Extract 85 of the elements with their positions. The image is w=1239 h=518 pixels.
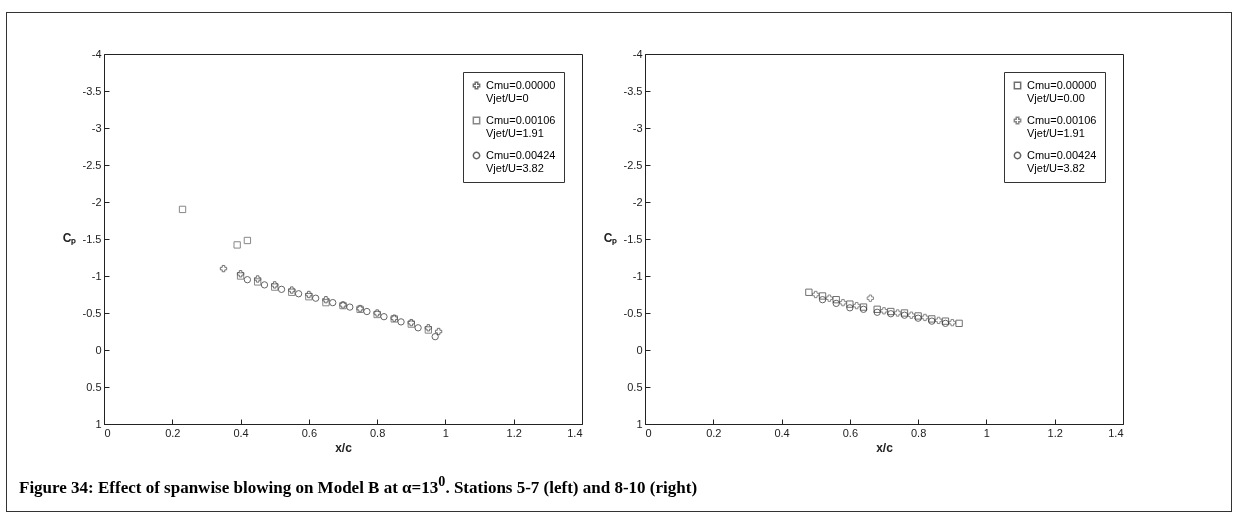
point xyxy=(853,301,861,310)
point xyxy=(955,319,963,328)
point xyxy=(329,298,337,307)
point xyxy=(363,307,371,316)
y-tick-label: -2.5 xyxy=(82,158,102,171)
point xyxy=(178,205,187,214)
y-tick-label: -4 xyxy=(632,47,643,60)
x-tick-label: 1.2 xyxy=(506,426,522,439)
x-tick-label: 0.4 xyxy=(774,426,790,439)
point xyxy=(825,294,834,302)
y-tick-label: -0.5 xyxy=(623,306,643,319)
x-tick-label: 1 xyxy=(442,426,449,439)
x-tick-label: 0 xyxy=(104,426,111,439)
x-tick-label: 1.2 xyxy=(1047,426,1063,439)
point xyxy=(805,288,813,296)
y-tick-label: -1.5 xyxy=(82,232,102,245)
x-tick-label: 0 xyxy=(645,426,652,439)
point xyxy=(846,300,854,308)
x-tick-label: 0.6 xyxy=(842,426,859,439)
x-tick-label: 1.4 xyxy=(567,426,583,439)
y-tick-label: -1 xyxy=(91,269,102,282)
point xyxy=(380,313,388,321)
point xyxy=(243,236,252,245)
point xyxy=(260,281,269,289)
x-tick-label: 1.4 xyxy=(1108,426,1124,439)
y-tick-label: 1 xyxy=(636,417,643,430)
y-tick-label: -1 xyxy=(632,269,643,282)
y-axis-title: Cₚ xyxy=(603,230,618,246)
point xyxy=(880,307,888,315)
y-tick-label: -3.5 xyxy=(82,84,102,97)
y-tick-label: -3 xyxy=(632,121,643,134)
point xyxy=(219,264,228,273)
point xyxy=(934,316,943,325)
y-tick-label: 0.5 xyxy=(627,380,643,393)
x-tick-label: 0.8 xyxy=(369,426,386,439)
point xyxy=(294,290,303,298)
y-tick-label: -2 xyxy=(91,195,102,208)
legend-label: Cmu=0.00106 Vjet/U=1.91 xyxy=(486,113,556,139)
point xyxy=(233,241,241,249)
x-tick-label: 0.2 xyxy=(706,426,722,439)
point xyxy=(812,290,820,299)
y-tick-label: -2.5 xyxy=(623,158,643,171)
y-tick-label: -2 xyxy=(632,195,643,208)
point xyxy=(948,318,956,327)
point xyxy=(818,292,827,300)
y-axis-title: Cₚ xyxy=(62,230,77,246)
point xyxy=(346,303,354,311)
y-tick-label: 0 xyxy=(636,343,643,356)
legend-label: Cmu=0.00000 Vjet/U=0.00 xyxy=(1027,78,1097,104)
point xyxy=(312,294,320,302)
y-tick-label: 0 xyxy=(95,343,102,356)
x-tick-label: 0.2 xyxy=(165,426,181,439)
y-tick-label: -4 xyxy=(91,47,102,60)
point xyxy=(832,299,840,308)
x-tick-label: 1 xyxy=(983,426,990,439)
y-tick-label: -3 xyxy=(91,121,102,134)
legend-label: Cmu=0.00106 Vjet/U=1.91 xyxy=(1027,113,1097,139)
point xyxy=(839,298,847,307)
point xyxy=(431,333,439,341)
y-tick-label: 0.5 xyxy=(86,380,102,393)
legend-label: Cmu=0.00424 Vjet/U=3.82 xyxy=(486,148,556,174)
x-axis-title: x/c xyxy=(876,440,894,455)
point xyxy=(277,285,286,293)
x-tick-label: 0.8 xyxy=(910,426,927,439)
y-tick-label: -0.5 xyxy=(82,306,102,319)
legend-label: Cmu=0.00424 Vjet/U=3.82 xyxy=(1027,148,1097,174)
point xyxy=(907,311,915,319)
caption: Figure 34: Effect of spanwise blowing on Model B at α=13$^{0}$. Stations 5-7 (left) and 8-10 (right) xyxy=(19,473,698,498)
point xyxy=(434,327,443,336)
point xyxy=(894,309,902,317)
point xyxy=(414,324,422,332)
x-tick-label: 0.4 xyxy=(233,426,249,439)
point xyxy=(846,304,854,312)
y-tick-label: -1.5 xyxy=(623,232,643,245)
x-tick-label: 0.6 xyxy=(301,426,318,439)
point xyxy=(243,276,252,284)
y-tick-label: -3.5 xyxy=(623,84,643,97)
point xyxy=(397,318,405,326)
point xyxy=(832,296,840,304)
y-tick-label: 1 xyxy=(95,417,102,430)
point xyxy=(866,294,874,302)
legend-label: Cmu=0.00000 Vjet/U=0 xyxy=(486,78,556,104)
point xyxy=(818,296,827,304)
x-axis-title: x/c xyxy=(335,440,353,455)
point xyxy=(921,313,929,322)
